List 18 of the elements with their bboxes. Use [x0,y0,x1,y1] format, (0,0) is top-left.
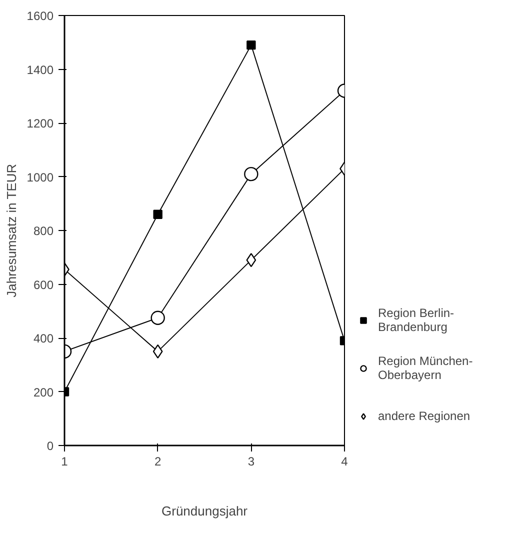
y-tick-label: 200 [33,385,54,400]
y-axis-title: Jahresumsatz in TEUR [4,164,19,298]
legend-label: Region Berlin-Brandenburg [378,305,454,336]
y-tick-label: 0 [46,439,54,453]
x-tick-label: 2 [154,454,162,468]
x-axis-title: Gründungsjahr [162,504,248,518]
y-tick-label: 1000 [26,170,54,184]
legend-label: andere Regionen [378,408,470,425]
legend-label: Region München-Oberbayern [378,353,473,384]
y-tick-label: 800 [33,224,54,238]
y-tick-label: 1400 [26,62,54,77]
x-tick-label: 1 [61,454,68,468]
x-tick-label: 4 [341,454,348,468]
y-tick-label: 600 [33,278,54,292]
y-tick-label: 1600 [26,9,54,23]
y-tick-label: 1200 [26,116,54,130]
y-tick-label: 400 [33,332,54,346]
x-tick-label: 3 [248,454,255,468]
